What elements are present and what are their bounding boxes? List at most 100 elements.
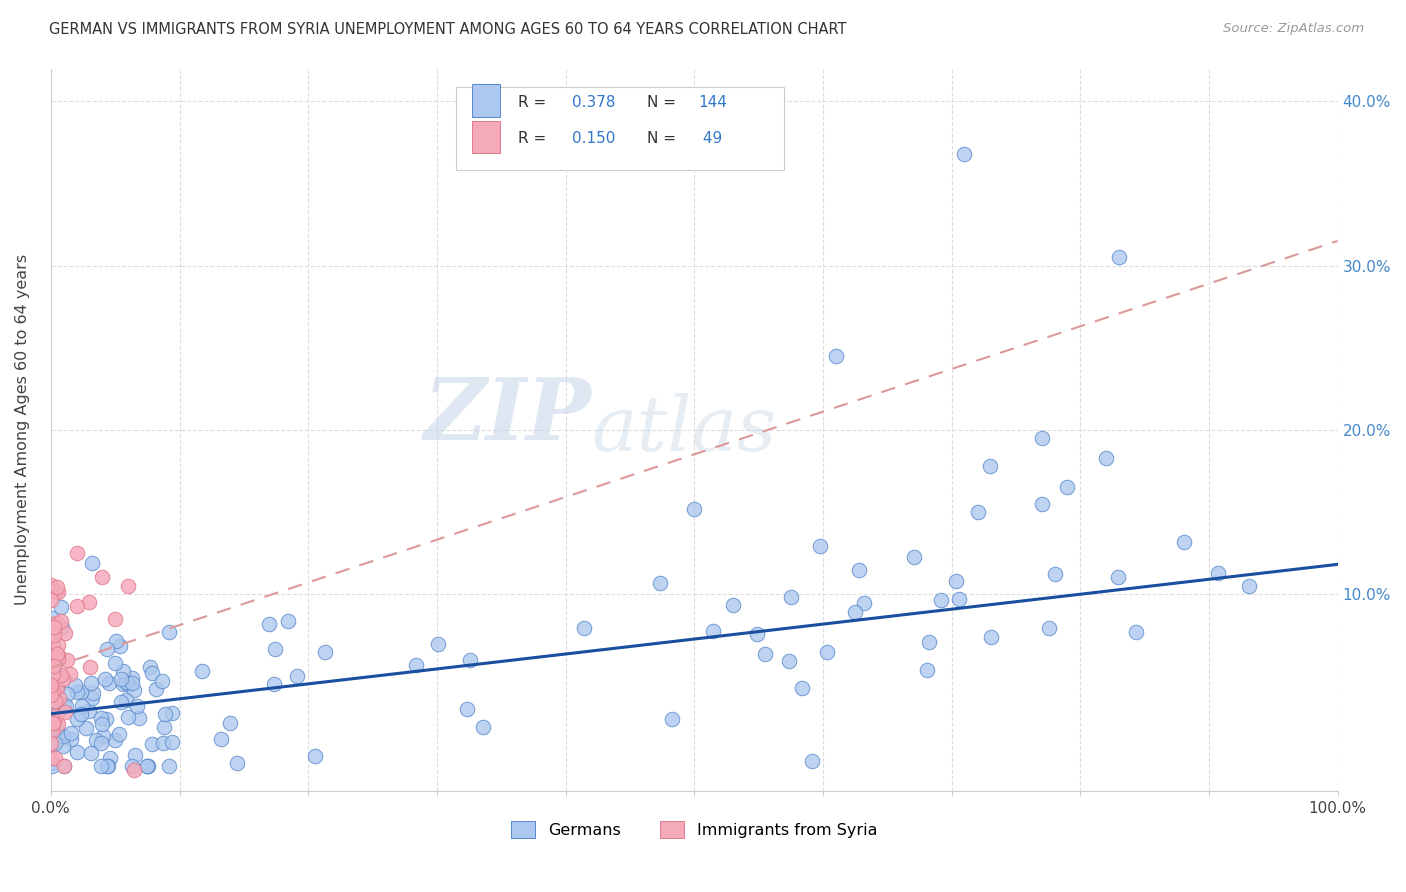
Point [460,653,482,667]
Point [124,763,146,777]
Point [124,683,146,698]
Point [104,733,127,747]
Text: N =: N = [647,95,681,110]
Point [104,657,127,671]
Point [661,712,683,726]
Point [70,699,93,714]
Point [53,697,76,711]
Point [160,735,183,749]
Point [141,666,163,681]
Point [112,664,135,678]
Text: 0.150: 0.150 [572,131,616,146]
Point [42,637,65,651]
Point [153,720,176,734]
Point [264,641,287,656]
Point [75,721,97,735]
Point [79,660,101,674]
Point [844,605,866,619]
Text: atlas: atlas [592,392,776,467]
Point [39,688,62,702]
Point [39,736,62,750]
Point [84,733,107,747]
Point [53,759,76,773]
Point [51,599,73,614]
Point [918,635,941,649]
Legend: Germans, Immigrants from Syria: Germans, Immigrants from Syria [505,815,884,845]
Text: R =: R = [517,131,551,146]
Point [42,662,65,676]
Text: Source: ZipAtlas.com: Source: ZipAtlas.com [1223,22,1364,36]
Point [683,501,706,516]
Point [94,672,117,686]
Point [70,706,93,721]
Point [65,599,87,614]
Point [45,722,67,736]
Point [191,664,214,678]
Point [55,699,77,714]
Point [66,712,89,726]
Point [39,582,62,597]
Point [48,691,70,706]
Point [46,638,69,652]
Point [125,699,148,714]
Point [141,737,163,751]
Point [226,756,249,771]
Point [42,635,65,649]
Point [790,681,813,695]
Point [46,585,69,599]
Point [110,673,132,687]
Point [778,655,800,669]
Point [42,667,65,681]
Point [136,759,159,773]
Point [1031,497,1053,511]
Point [53,705,76,719]
Point [39,678,62,692]
Point [44,627,66,641]
Point [1206,566,1229,580]
Point [128,711,150,725]
Point [800,754,823,768]
Point [45,650,67,665]
Point [91,570,114,584]
Point [117,710,139,724]
Point [90,736,112,750]
Point [41,650,63,665]
Point [41,759,63,773]
Text: GERMAN VS IMMIGRANTS FROM SYRIA UNEMPLOYMENT AMONG AGES 60 TO 64 YEARS CORRELATI: GERMAN VS IMMIGRANTS FROM SYRIA UNEMPLOY… [49,22,846,37]
Point [44,736,66,750]
Point [285,669,308,683]
Point [1125,625,1147,640]
Text: 49: 49 [699,131,723,146]
Point [44,694,66,708]
Point [39,751,62,765]
Point [44,751,66,765]
Point [63,678,86,692]
Point [42,659,65,673]
Point [79,704,101,718]
Point [304,749,326,764]
Point [46,581,69,595]
Point [1038,621,1060,635]
Text: ZIP: ZIP [423,374,592,457]
Point [46,615,69,630]
Point [903,550,925,565]
Point [65,685,87,699]
Point [45,585,67,599]
Point [115,675,138,690]
Point [218,716,240,731]
Point [42,716,65,731]
Point [808,539,831,553]
Point [41,683,63,698]
Point [44,620,66,634]
Point [65,546,87,560]
Point [90,759,112,773]
Point [105,634,128,648]
Point [117,677,139,691]
Point [55,626,77,640]
FancyBboxPatch shape [471,85,501,117]
Point [39,715,62,730]
Point [1056,480,1078,494]
Point [58,666,80,681]
Point [848,563,870,577]
Point [42,657,65,672]
